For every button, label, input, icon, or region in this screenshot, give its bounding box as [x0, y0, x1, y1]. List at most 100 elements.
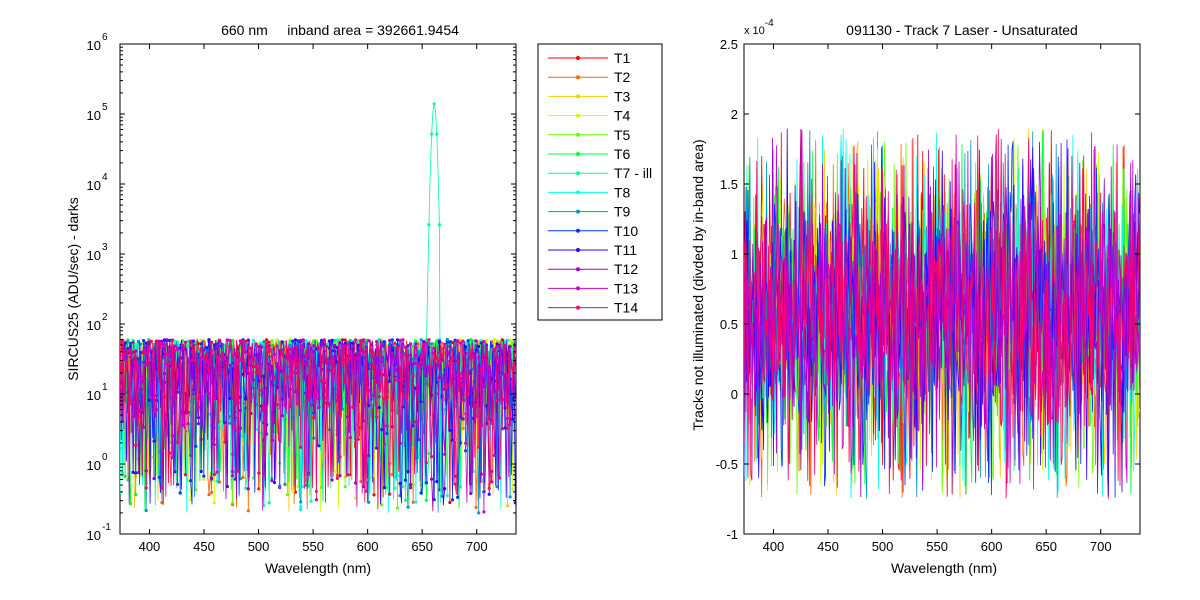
left-data-point — [272, 421, 277, 425]
left-data-point — [126, 349, 130, 353]
legend-entry: T10 — [548, 223, 638, 239]
left-data-point — [458, 338, 462, 342]
left-data-point — [479, 339, 483, 343]
left-data-point — [265, 341, 269, 345]
left-data-point — [487, 492, 491, 496]
left-data-point — [419, 338, 423, 342]
left-data-point — [393, 341, 397, 345]
left-data-point — [364, 341, 368, 345]
left-x-tick-label: 400 — [139, 539, 161, 554]
left-x-tick-label: 500 — [248, 539, 270, 554]
right-x-tick-label: 550 — [926, 539, 948, 554]
right-y-multiplier: x 10-4 — [744, 18, 774, 37]
left-y-tick-base: 10 — [87, 248, 101, 263]
left-data-point — [291, 339, 295, 343]
left-data-point — [123, 352, 127, 356]
legend-entry: T9 — [548, 204, 631, 220]
left-data-point — [395, 474, 400, 478]
left-data-point — [390, 425, 394, 429]
left-data-point — [445, 364, 449, 368]
left-axes: 400 450 500 550 600 650 70010-1100101102103104… — [65, 22, 517, 576]
left-data-point — [327, 428, 332, 432]
left-data-point — [466, 391, 470, 395]
left-data-point — [513, 501, 516, 505]
left-data-point — [144, 363, 148, 367]
left-data-point — [231, 354, 235, 358]
left-data-point — [469, 338, 473, 342]
left-data-point — [168, 338, 172, 342]
left-data-point — [424, 498, 428, 502]
left-data-point — [487, 365, 491, 369]
left-data-point — [136, 339, 140, 344]
left-data-point — [348, 338, 352, 342]
left-data-point — [443, 452, 447, 456]
left-data-point — [338, 338, 342, 342]
left-data-point — [320, 379, 324, 383]
left-data-point — [217, 338, 222, 342]
legend-entry: T11 — [548, 242, 637, 258]
left-data-point — [228, 421, 232, 425]
left-y-tick-base: 10 — [87, 388, 101, 403]
left-data-point — [432, 346, 436, 350]
left-data-point — [367, 388, 371, 392]
left-data-point — [257, 372, 261, 376]
left-data-point — [466, 339, 470, 343]
left-data-point — [170, 338, 174, 342]
legend-marker — [576, 248, 580, 252]
left-data-point — [479, 341, 483, 345]
left-data-point — [238, 339, 242, 343]
left-data-point — [380, 503, 384, 507]
legend-entry: T12 — [548, 261, 638, 277]
left-ticks: 400 450 500 550 600 650 70010-1100101102103104… — [87, 32, 516, 554]
legend-label: T10 — [614, 223, 638, 239]
left-data-point — [388, 338, 392, 343]
left-data-point — [474, 505, 478, 509]
left-data-point — [427, 338, 431, 342]
right-x-tick-label: 700 — [1090, 539, 1112, 554]
left-data-point — [335, 476, 339, 480]
legend-entry: T6 — [548, 146, 631, 162]
left-x-tick-label: 600 — [357, 539, 379, 554]
left-y-tick-exp: -1 — [102, 522, 111, 533]
left-data-point — [249, 396, 253, 400]
left-data-point — [225, 338, 229, 342]
left-data-point — [259, 341, 263, 345]
left-data-point — [435, 132, 439, 136]
left-data-point — [414, 342, 418, 346]
left-y-tick-exp: 0 — [102, 452, 108, 463]
left-y-label: SIRCUS25 (ADU/sec) - darks — [65, 197, 81, 381]
left-data-point — [215, 470, 219, 474]
left-data-point — [333, 470, 337, 474]
left-data-point — [220, 342, 224, 346]
left-data-point — [275, 344, 279, 348]
left-data-point — [380, 372, 384, 376]
left-data-point — [508, 338, 512, 342]
left-data-point — [134, 443, 138, 447]
left-data-point — [270, 354, 274, 359]
left-data-point — [372, 474, 376, 478]
left-data-point — [165, 338, 169, 342]
legend-marker — [576, 228, 580, 233]
left-data-point — [513, 397, 516, 401]
left-data-point — [505, 426, 510, 430]
left-data-point — [220, 426, 224, 430]
left-data-point — [142, 349, 146, 353]
left-data-point — [299, 445, 303, 449]
left-data-point — [435, 363, 439, 367]
left-series-line — [120, 338, 516, 503]
left-data-point — [443, 408, 447, 412]
left-data-point — [160, 501, 164, 505]
left-data-point — [395, 345, 400, 350]
left-data-point — [490, 469, 494, 473]
left-data-point — [204, 346, 208, 350]
left-data-point — [314, 339, 318, 343]
left-data-point — [340, 361, 345, 365]
left-data-point — [427, 452, 431, 456]
left-data-point — [149, 339, 153, 343]
left-data-point — [199, 437, 203, 441]
left-data-point — [495, 485, 499, 489]
left-data-point — [430, 455, 434, 459]
left-data-point — [448, 345, 452, 349]
left-data-point — [283, 403, 287, 407]
left-data-point — [498, 397, 502, 401]
